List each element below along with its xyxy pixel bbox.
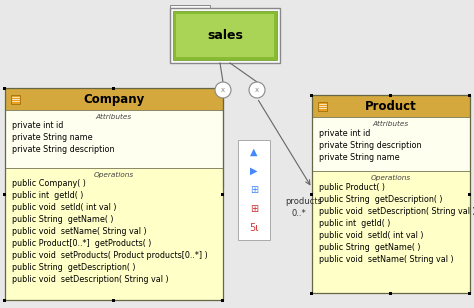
Text: public void  setName( String val ): public void setName( String val ) [319, 254, 454, 264]
Bar [318, 102, 327, 111]
Bar [112, 87, 116, 90]
Text: 0..*: 0..* [292, 209, 307, 218]
Text: private int id: private int id [12, 121, 64, 131]
Text: x: x [255, 87, 259, 93]
Text: Attributes: Attributes [96, 114, 132, 120]
Bar [312, 117, 470, 171]
Text: 5ι: 5ι [249, 223, 259, 233]
Bar [312, 95, 470, 117]
Text: public Company( ): public Company( ) [12, 180, 86, 188]
Text: ▶: ▶ [250, 166, 258, 176]
Text: Operations: Operations [94, 172, 134, 178]
Bar [3, 192, 7, 196]
Bar [3, 87, 7, 90]
Text: private int id: private int id [319, 128, 370, 137]
Bar [390, 94, 392, 96]
Text: public void  setDescription( String val ): public void setDescription( String val ) [319, 206, 474, 216]
Circle shape [215, 82, 231, 98]
Text: public String  getName( ): public String getName( ) [319, 242, 420, 252]
Bar [310, 192, 313, 196]
Text: ▲: ▲ [250, 147, 258, 157]
Bar [310, 94, 313, 96]
Bar [5, 88, 223, 110]
Text: private String name: private String name [319, 152, 400, 161]
Bar [5, 110, 223, 300]
Bar [310, 291, 313, 294]
Text: public void  setId( int val ): public void setId( int val ) [12, 204, 117, 213]
Bar [5, 88, 223, 300]
Bar [221, 87, 225, 90]
Text: public int  getId( ): public int getId( ) [12, 192, 83, 201]
Text: private String name: private String name [12, 133, 92, 143]
Text: public String  getDescription( ): public String getDescription( ) [12, 264, 136, 273]
Text: public void  setDescription( String val ): public void setDescription( String val ) [12, 275, 169, 285]
Bar [238, 140, 270, 240]
Text: ⊞: ⊞ [250, 185, 258, 195]
Bar [468, 192, 472, 196]
Text: public void  setId( int val ): public void setId( int val ) [319, 230, 423, 240]
Bar [173, 11, 277, 60]
Bar [112, 298, 116, 302]
Text: public int  getId( ): public int getId( ) [319, 218, 391, 228]
Bar [221, 192, 225, 196]
Text: Attributes: Attributes [373, 121, 409, 127]
Text: private String description: private String description [319, 140, 421, 149]
Text: ⊞: ⊞ [250, 204, 258, 214]
Bar [221, 298, 225, 302]
Bar [170, 5, 210, 21]
Bar [312, 95, 470, 293]
Text: public Product( ): public Product( ) [319, 183, 385, 192]
Bar [468, 291, 472, 294]
Text: public Product[0..*]  getProducts( ): public Product[0..*] getProducts( ) [12, 240, 151, 249]
Text: Product: Product [365, 99, 417, 112]
Bar [5, 110, 223, 168]
Text: public void  setProducts( Product products[0..*] ): public void setProducts( Product product… [12, 252, 208, 261]
Text: private String description: private String description [12, 145, 115, 155]
Bar [170, 8, 280, 63]
Text: Company: Company [83, 92, 145, 106]
Bar [468, 94, 472, 96]
Text: Operations: Operations [371, 175, 411, 181]
Text: x: x [221, 87, 225, 93]
Text: sales: sales [207, 29, 243, 42]
Text: products: products [285, 197, 322, 206]
Text: public String  getName( ): public String getName( ) [12, 216, 113, 225]
Text: public void  setName( String val ): public void setName( String val ) [12, 228, 146, 237]
Bar [11, 95, 20, 103]
Circle shape [249, 82, 265, 98]
Text: public String  getDescription( ): public String getDescription( ) [319, 194, 443, 204]
Bar [176, 14, 274, 57]
Bar [312, 117, 470, 293]
Bar [3, 298, 7, 302]
Bar [390, 291, 392, 294]
